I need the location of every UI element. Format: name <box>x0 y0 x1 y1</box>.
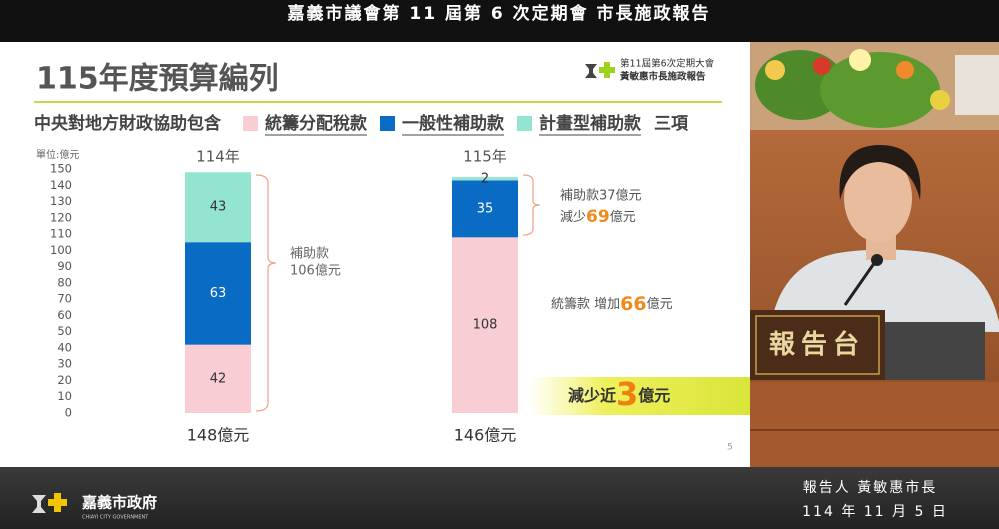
y-tick-label: 110 <box>50 227 72 241</box>
value-label: 63 <box>210 286 227 301</box>
legend-swatch <box>243 116 258 131</box>
broadcast-title: 嘉義市議會第 11 屆第 6 次定期會 市長施政報告 <box>286 3 710 24</box>
y-tick-label: 120 <box>50 210 72 224</box>
person-face <box>844 154 912 242</box>
monitor <box>885 322 985 380</box>
microphone <box>843 261 877 306</box>
banner-text: 減少近3億元 <box>568 375 670 413</box>
flower <box>765 60 785 80</box>
annotation: 補助款37億元 <box>560 188 642 204</box>
top-bar <box>0 0 999 42</box>
flower <box>813 57 831 75</box>
subtitle: 三項 <box>654 114 689 134</box>
y-tick-label: 150 <box>50 162 72 176</box>
annotation-part: 統籌款 增加 <box>551 297 620 312</box>
value-label: 108 <box>473 318 498 333</box>
footer-logo-plus <box>48 493 67 512</box>
bar-segment <box>185 344 251 413</box>
unit-label: 單位:億元 <box>36 148 79 161</box>
value-label: 43 <box>210 200 227 215</box>
page-number: 5 <box>727 443 733 453</box>
microphone-head <box>871 254 883 266</box>
footer-bar <box>0 467 999 529</box>
value-label: 42 <box>210 371 227 386</box>
podium <box>750 382 999 467</box>
y-tick-label: 60 <box>57 308 72 322</box>
banner-number: 3 <box>616 375 638 413</box>
y-tick-label: 80 <box>57 275 72 289</box>
logo-line: 第11屆第6次定期大會 <box>620 58 715 70</box>
annotation: 統籌款 增加66億元 <box>551 293 673 315</box>
y-tick-label: 70 <box>57 292 72 306</box>
y-tick-label: 30 <box>57 357 72 371</box>
y-tick-label: 100 <box>50 243 72 257</box>
total-label: 148億元 <box>187 426 250 445</box>
legend-label: 計畫型補助款 <box>539 113 642 134</box>
bar-segment <box>185 242 251 345</box>
y-tick-label: 50 <box>57 324 72 338</box>
y-tick-label: 10 <box>57 389 72 403</box>
footer-logo-mark <box>32 495 46 513</box>
banner-part: 減少近 <box>568 386 616 405</box>
annotation-part: 億元 <box>610 209 636 225</box>
legend-label: 一般性補助款 <box>402 113 505 134</box>
annotation-number: 69 <box>586 207 610 227</box>
y-tick-label: 130 <box>50 194 72 208</box>
bar-segment <box>185 172 251 243</box>
subtitle-row: 中央對地方財政協助包含 統籌分配稅款 一般性補助款 計畫型補助款 三項 <box>34 113 689 136</box>
banner-part: 億元 <box>638 386 670 405</box>
podium-label: 報告台 <box>769 329 865 360</box>
category-label: 115年 <box>463 148 507 166</box>
sign-border <box>755 315 880 375</box>
logo-mark <box>585 64 597 78</box>
total-label: 146億元 <box>454 426 517 445</box>
bar-segment <box>452 180 518 238</box>
banner <box>528 377 750 415</box>
value-label: 2 <box>481 171 489 186</box>
y-tick-label: 140 <box>50 178 72 192</box>
podium-sign <box>750 310 885 380</box>
bracket <box>522 174 541 236</box>
footer-logo-subtext: CHIAYI CITY GOVERNMENT <box>82 515 149 521</box>
legend-swatch <box>380 116 395 131</box>
photo: 報告台 <box>750 42 999 467</box>
date: 114 年 11 月 5 日 <box>802 504 948 520</box>
slide-title: 115年度預算編列 <box>36 62 279 97</box>
annotation: 減少69億元 <box>560 207 636 227</box>
flower <box>896 61 914 79</box>
flower <box>849 49 871 71</box>
annotation: 補助款 <box>290 247 329 262</box>
person-hair <box>839 145 921 200</box>
value-label: 35 <box>477 201 494 216</box>
bracket <box>255 174 277 412</box>
y-tick-label: 0 <box>65 406 72 420</box>
bar-segment <box>452 237 518 413</box>
bar-segment <box>452 177 518 181</box>
screen-back <box>955 55 999 115</box>
annotation-number: 66 <box>620 293 646 315</box>
annotation: 106億元 <box>290 263 341 279</box>
annotation-part: 億元 <box>647 296 673 312</box>
logo-plus <box>599 62 615 78</box>
reporter: 報告人 黃敏惠市長 <box>803 479 937 496</box>
y-tick-label: 20 <box>57 373 72 387</box>
y-tick-label: 90 <box>57 259 72 273</box>
footer-logo-text: 嘉義市政府 <box>81 494 157 512</box>
legend-label: 統籌分配稅款 <box>265 113 368 134</box>
plant <box>820 52 940 128</box>
subtitle: 中央對地方財政協助包含 <box>34 113 222 134</box>
category-label: 114年 <box>196 148 240 166</box>
slide-logo: 第11屆第6次定期大會 黃敏惠市長施政報告 <box>585 58 715 83</box>
logo-line: 黃敏惠市長施政報告 <box>619 71 706 83</box>
y-tick-label: 40 <box>57 340 72 354</box>
annotation-part: 減少 <box>560 209 586 225</box>
legend-swatch <box>517 116 532 131</box>
flower <box>930 90 950 110</box>
